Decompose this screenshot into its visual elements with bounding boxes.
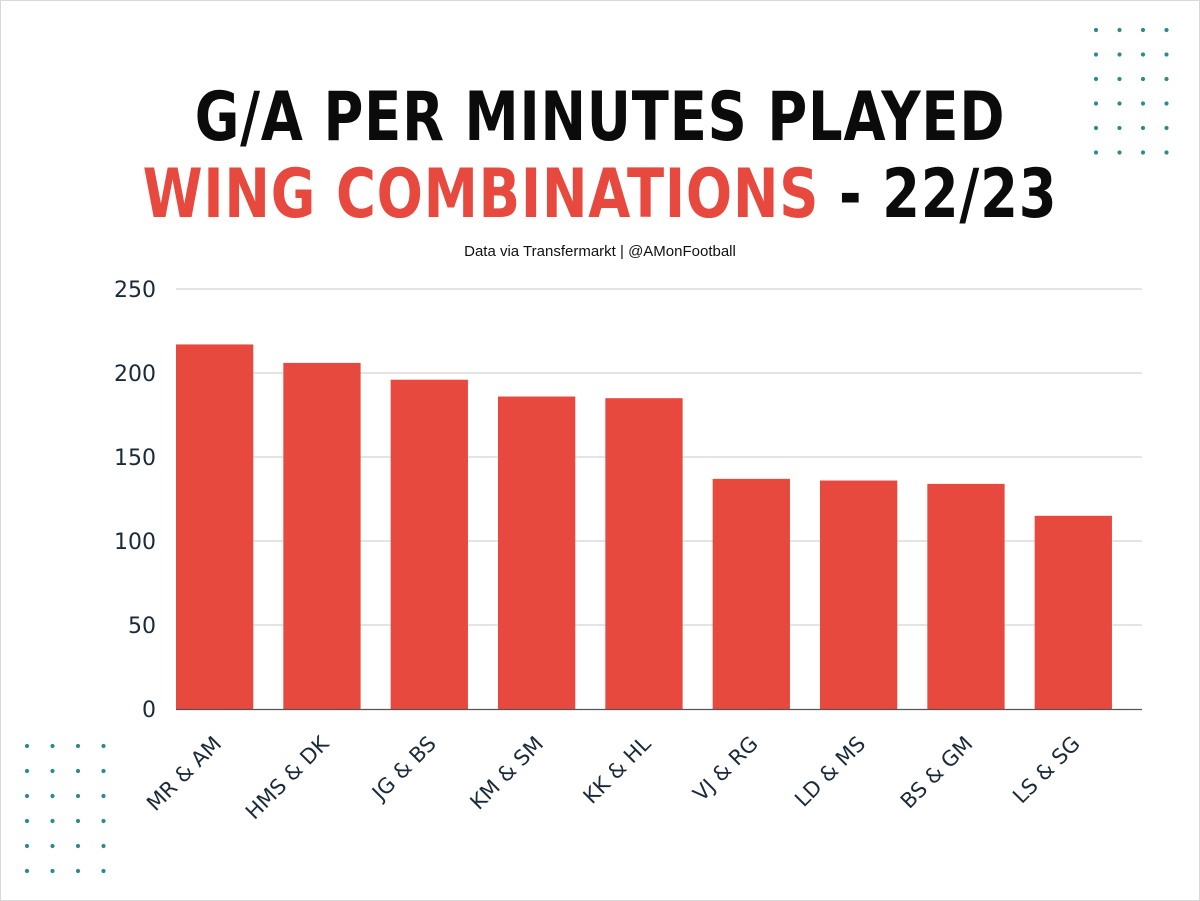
decor-dot: [1117, 76, 1122, 82]
x-tick-label: KM & SM: [465, 732, 548, 815]
decor-dot: [75, 843, 81, 849]
decor-dot: [101, 793, 106, 799]
decor-dot: [50, 818, 55, 824]
decor-dot: [1164, 125, 1169, 131]
chart-title-line1: G/A PER MINUTES PLAYED: [194, 78, 1006, 157]
decor-dot: [101, 768, 106, 774]
y-tick-label: 200: [114, 362, 156, 387]
x-axis-ticks: MR & AM HMS & DK JG & BS KM & SM KK & HL VJ &…: [142, 731, 1085, 824]
decor-dot: [50, 868, 55, 874]
decor-dot: [1093, 150, 1099, 155]
decor-dot: [1164, 150, 1169, 155]
decor-dot: [50, 843, 55, 849]
chart-title-accent: WING COMBINATIONS: [142, 155, 820, 234]
decor-dot: [75, 818, 81, 824]
y-tick-label: 250: [114, 278, 156, 303]
decor-dot: [75, 793, 81, 799]
decor-dot: [75, 768, 81, 774]
decor-dot: [75, 868, 81, 874]
decor-dot: [1093, 27, 1099, 33]
y-axis-ticks: 0 50 100 150 200 250: [114, 278, 156, 723]
decor-dot: [24, 818, 30, 824]
x-tick-label: LS & SG: [1008, 732, 1085, 809]
y-tick-label: 0: [142, 698, 156, 723]
bar: [820, 480, 898, 709]
decor-dot: [24, 743, 30, 749]
x-tick-label: LD & MS: [790, 732, 870, 812]
x-tick-label: KK & HL: [579, 731, 656, 808]
x-tick-label: HMS & DK: [241, 731, 334, 824]
x-tick-label: BS & GM: [896, 732, 978, 814]
decor-dot: [1164, 27, 1169, 33]
decor-dot: [1117, 52, 1122, 57]
y-tick-label: 100: [114, 530, 156, 555]
bar: [176, 344, 254, 709]
decor-dot: [75, 743, 81, 749]
decor-dot: [1140, 101, 1146, 106]
bar: [712, 478, 790, 709]
x-tick-label: JG & BS: [366, 732, 441, 807]
bar: [927, 483, 1005, 709]
decorative-dot-grid-top: [1093, 27, 1169, 155]
decor-dot: [101, 818, 106, 824]
decor-dot: [1140, 27, 1146, 33]
decor-dot: [1117, 27, 1122, 33]
decor-dot: [1093, 52, 1099, 57]
decor-dot: [50, 793, 55, 799]
bar: [283, 362, 361, 709]
decor-dot: [1164, 101, 1169, 106]
decorative-dot-grid-bottom: [24, 743, 106, 874]
decor-dot: [24, 793, 30, 799]
x-tick-label: VJ & RG: [688, 732, 762, 806]
chart-title-line2: WING COMBINATIONS - 22/23: [120, 161, 1080, 229]
decor-dot: [24, 843, 30, 849]
chart-title-season: - 22/23: [819, 155, 1058, 234]
chart-subtitle: Data via Transfermarkt | @AMonFootball: [464, 243, 736, 260]
bar: [1034, 515, 1112, 709]
decor-dot: [50, 743, 55, 749]
bar: [605, 398, 683, 709]
decor-dot: [1140, 150, 1146, 155]
decor-dot: [1117, 150, 1122, 155]
bar: [498, 396, 576, 709]
decor-dot: [1140, 76, 1146, 82]
bars: [176, 344, 1142, 711]
decor-dot: [1117, 125, 1122, 131]
decor-dot: [101, 743, 106, 749]
decor-dot: [1164, 76, 1169, 82]
x-tick-label: MR & AM: [142, 732, 226, 816]
decor-dot: [1117, 101, 1122, 106]
decor-dot: [101, 843, 106, 849]
decor-dot: [1093, 101, 1099, 106]
decor-dot: [24, 768, 30, 774]
decor-dot: [1140, 125, 1146, 131]
bar: [390, 379, 468, 709]
y-tick-label: 150: [114, 446, 156, 471]
y-tick-label: 50: [128, 614, 156, 639]
decor-dot: [1093, 125, 1099, 131]
decor-dot: [24, 868, 30, 874]
decor-dot: [1164, 52, 1169, 57]
decor-dot: [1093, 76, 1099, 82]
decor-dot: [101, 868, 106, 874]
decor-dot: [50, 768, 55, 774]
decor-dot: [1140, 52, 1146, 57]
